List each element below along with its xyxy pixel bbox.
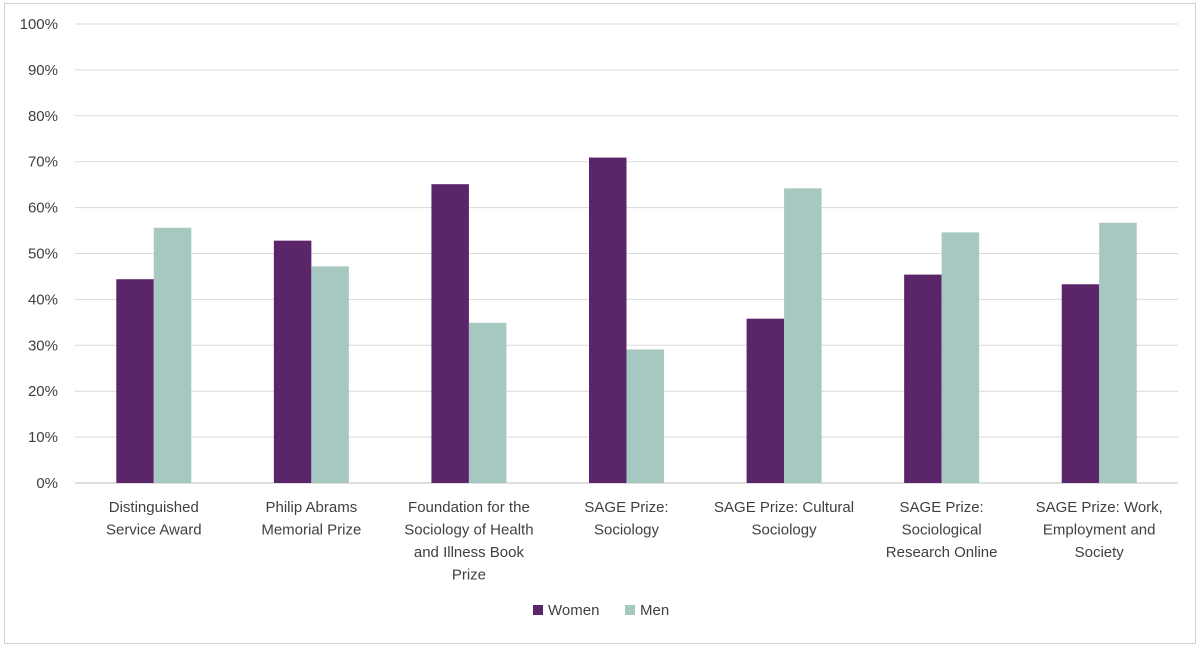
legend-label-women: Women [548,602,599,619]
x-category-label: SAGE Prize: Sociological Research Online [886,499,998,561]
bar-women [746,318,785,483]
legend-swatch-men [625,605,635,615]
y-tick-label: 90% [28,62,58,79]
y-tick-label: 70% [28,154,58,171]
bar-women [904,274,942,483]
x-category-label: SAGE Prize: Work, Employment and Society [1036,499,1163,561]
y-tick-label: 30% [28,337,58,354]
legend: Women Men [533,602,669,619]
y-tick-label: 20% [28,383,58,400]
bar-men [311,266,349,483]
bar-men [153,227,192,483]
y-tick-label: 100% [20,16,58,33]
bar-women [1061,284,1100,483]
bar-women [273,240,312,483]
bar-women [431,184,469,484]
bar-men [1099,222,1137,483]
legend-label-men: Men [640,602,669,619]
y-axis-ticks: 0% 10% 20% 30% 40% 50% 60% 70% 80% 90% 100% [20,16,58,492]
bar-men [784,188,822,483]
bar-women [116,279,154,483]
y-tick-label: 40% [28,291,58,308]
legend-swatch-women [533,605,543,615]
x-category-label: Foundation for the Sociology of Health and… [404,499,533,584]
x-category-label: SAGE Prize: Cultural Sociology [714,499,854,539]
y-tick-label: 0% [36,475,58,492]
bar-men [626,349,664,483]
x-category-label: SAGE Prize: Sociology [584,499,668,539]
y-tick-label: 10% [28,429,58,446]
x-category-label: Philip Abrams Memorial Prize [261,499,361,539]
bar-men [941,232,980,483]
x-axis-labels: Distinguished Service Award Philip Abrams M… [106,499,1163,584]
y-tick-label: 80% [28,108,58,125]
bars [116,157,1137,484]
x-category-label: Distinguished Service Award [106,499,202,539]
y-tick-label: 50% [28,246,58,263]
gridlines [75,23,1178,484]
y-tick-label: 60% [28,200,58,217]
bar-women [589,157,627,483]
bar-men [468,322,507,483]
